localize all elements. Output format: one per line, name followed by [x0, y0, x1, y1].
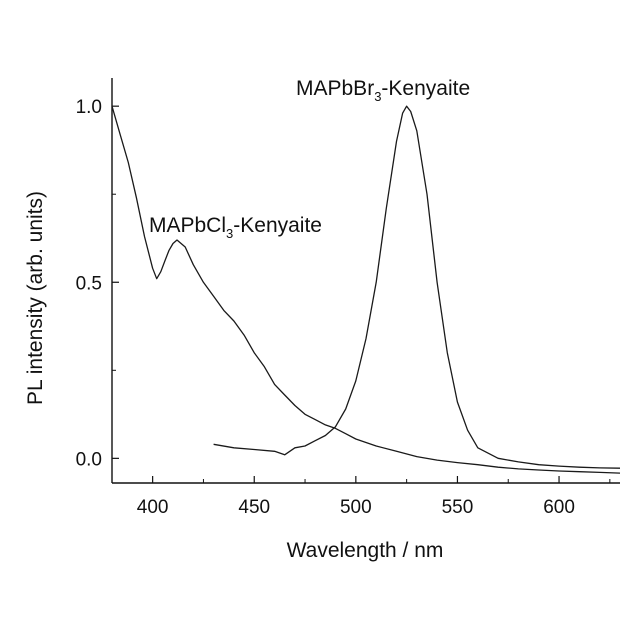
x-tick-label: 600: [543, 497, 575, 518]
series-layer: [112, 106, 620, 473]
axes-frame: [112, 78, 620, 483]
annotation-mapbbr3-sub: 3: [374, 89, 381, 104]
annotation-mapbcl3: MAPbCl3-Kenyaite: [149, 214, 322, 241]
annotation-mapbcl3-sub: 3: [226, 226, 233, 241]
x-tick-label: 450: [238, 497, 270, 518]
spectrum-line-2: [214, 106, 620, 468]
annotation-mapbcl3-tail: -Kenyaite: [233, 214, 322, 237]
annotation-mapbcl3-main: MAPbCl: [149, 214, 226, 237]
y-tick-label: 1.0: [76, 97, 102, 118]
spectrum-line-1: [112, 106, 620, 473]
y-tick-label: 0.0: [76, 449, 102, 470]
annotation-mapbbr3-tail: -Kenyaite: [381, 77, 470, 100]
x-tick-label: 550: [442, 497, 474, 518]
x-tick-label: 500: [340, 497, 372, 518]
annotation-mapbbr3: MAPbBr3-Kenyaite: [296, 77, 470, 104]
y-axis-title: PL intensity (arb. units): [24, 191, 47, 405]
annotation-mapbbr3-main: MAPbBr: [296, 77, 374, 100]
x-tick-label: 400: [137, 497, 169, 518]
x-axis-title: Wavelength / nm: [287, 539, 444, 562]
y-tick-label: 0.5: [76, 273, 102, 294]
